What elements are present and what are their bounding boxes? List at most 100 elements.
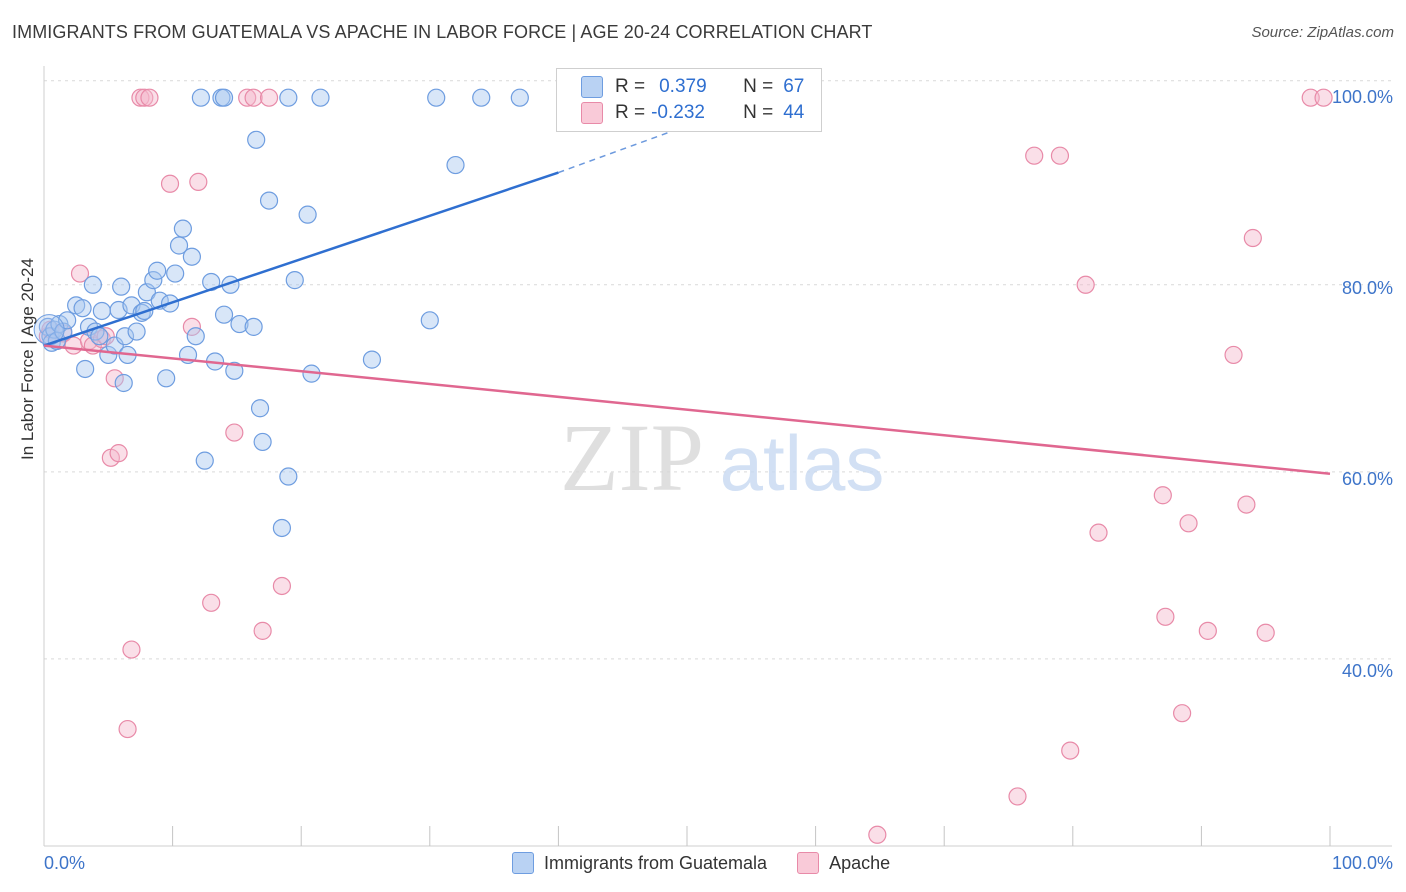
guatemala-point <box>272 518 292 538</box>
guatemala-point <box>472 88 491 107</box>
legend-label-guatemala: Immigrants from Guatemala <box>544 852 768 873</box>
guatemala-point <box>279 88 298 107</box>
apache-point <box>160 174 180 193</box>
x-tick-label: 0.0% <box>44 853 85 873</box>
guatemala-point <box>259 191 279 210</box>
apache-point <box>64 336 83 355</box>
apache-point <box>1301 88 1320 107</box>
apache-point <box>1050 146 1070 165</box>
legend-row-guatemala: R = 0.379 N = 67 <box>581 75 804 99</box>
apache-point <box>122 640 141 659</box>
legend-swatch-blue <box>512 852 534 874</box>
guatemala-points <box>33 88 529 538</box>
guatemala-point <box>76 359 95 379</box>
guatemala-point <box>427 88 446 107</box>
legend-r-label: R = <box>615 102 646 123</box>
apache-point <box>259 88 279 107</box>
legend-n-value: 67 <box>783 76 805 97</box>
guatemala-point <box>45 320 64 339</box>
y-tick-label: 80.0% <box>1342 278 1393 298</box>
guatemala-point <box>510 88 529 107</box>
legend-n-label: N = <box>743 76 774 97</box>
apache-points <box>38 88 1333 844</box>
apache-point <box>1243 228 1262 248</box>
y-axis-label: In Labor Force | Age 20-24 <box>18 258 37 460</box>
axes <box>43 66 1392 847</box>
x-tick-label: 100.0% <box>1332 853 1393 873</box>
guatemala-point <box>285 271 304 290</box>
guatemala-point <box>298 205 317 224</box>
guatemala-point <box>311 88 330 107</box>
apache-point <box>1153 486 1172 505</box>
trend-lines <box>43 125 1331 475</box>
y-tick-label: 60.0% <box>1342 469 1393 489</box>
guatemala-point <box>214 305 234 324</box>
source-label: Source: ZipAtlas.com <box>1251 24 1394 41</box>
y-tick-label: 40.0% <box>1342 661 1393 681</box>
guatemala-point <box>127 322 146 341</box>
legend-swatch-blue <box>581 76 603 98</box>
guatemala-point <box>92 301 111 321</box>
legend-item-apache[interactable]: Apache <box>797 852 890 874</box>
apache-point <box>182 317 201 336</box>
apache-point <box>1025 146 1044 165</box>
apache-point <box>1179 514 1198 533</box>
apache-point <box>70 264 90 283</box>
y-tick-label: 100.0% <box>1332 87 1393 107</box>
apache-point <box>1008 787 1027 806</box>
legend-swatch-pink <box>797 852 820 874</box>
guatemala-point <box>230 314 249 334</box>
guatemala-point <box>247 130 266 149</box>
legend-swatch-pink <box>581 102 603 124</box>
gridlines <box>44 80 1392 660</box>
apache-point <box>1061 741 1080 760</box>
guatemala-point <box>214 88 234 107</box>
legend-row-apache: R = -0.232 N = 44 <box>581 101 804 125</box>
legend-n-label: N = <box>743 102 774 123</box>
guatemala-point <box>114 373 133 393</box>
guatemala-point <box>191 88 210 107</box>
correlation-legend: R = 0.379 N = 67 R = -0.232 N = 44 <box>556 68 822 132</box>
apache-point <box>140 88 159 107</box>
apache-point <box>189 172 208 191</box>
guatemala-point <box>195 451 214 470</box>
chart-title: IMMIGRANTS FROM GUATEMALA VS APACHE IN L… <box>12 22 873 42</box>
guatemala-point <box>166 264 185 283</box>
apache-point <box>1089 523 1108 542</box>
guatemala-point <box>420 311 439 330</box>
apache-point <box>1314 88 1333 107</box>
legend-item-guatemala[interactable]: Immigrants from Guatemala <box>512 852 767 874</box>
watermark-atlas: atlas <box>720 419 885 507</box>
apache-point <box>1237 495 1256 514</box>
apache-point <box>135 88 154 107</box>
guatemala-trend-extension <box>558 125 688 174</box>
guatemala-point <box>362 350 382 369</box>
legend-r-label: R = <box>615 76 646 97</box>
guatemala-point <box>157 369 176 388</box>
apache-point <box>1076 275 1095 294</box>
guatemala-point <box>182 247 201 266</box>
guatemala-point <box>446 155 465 175</box>
apache-point <box>118 719 137 739</box>
guatemala-point <box>73 299 92 318</box>
apache-point <box>244 88 263 107</box>
apache-point <box>1173 704 1192 723</box>
apache-point <box>1224 345 1243 365</box>
series-legend: Immigrants from Guatemala Apache <box>512 852 920 874</box>
apache-point <box>868 825 887 844</box>
apache-point <box>109 444 128 463</box>
apache-point <box>1256 623 1275 642</box>
guatemala-point <box>186 327 205 346</box>
apache-point <box>202 593 221 612</box>
guatemala-point <box>144 271 163 290</box>
apache-trend-line <box>43 344 1331 475</box>
tick-labels: 40.0% 60.0% 80.0% 100.0% 0.0% 100.0% <box>44 87 1393 873</box>
apache-point <box>238 88 257 107</box>
guatemala-point <box>169 236 189 255</box>
apache-point <box>253 621 272 640</box>
legend-n-value: 44 <box>783 102 805 123</box>
apache-point <box>272 576 292 596</box>
legend-r-value: -0.232 <box>651 102 705 123</box>
guatemala-point <box>225 361 244 380</box>
